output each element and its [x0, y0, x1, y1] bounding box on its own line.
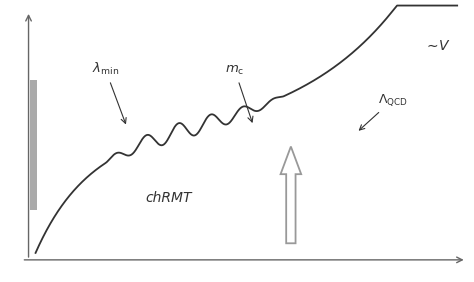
Text: chRMT: chRMT	[146, 191, 192, 205]
Text: $\Lambda_{\mathrm{QCD}}$: $\Lambda_{\mathrm{QCD}}$	[359, 92, 408, 130]
Bar	[30, 80, 36, 210]
Text: $m_{\mathrm{c}}$: $m_{\mathrm{c}}$	[225, 64, 253, 122]
Text: $\sim\! V$: $\sim\! V$	[424, 39, 451, 53]
Text: $\lambda_{\mathrm{min}}$: $\lambda_{\mathrm{min}}$	[92, 61, 126, 124]
